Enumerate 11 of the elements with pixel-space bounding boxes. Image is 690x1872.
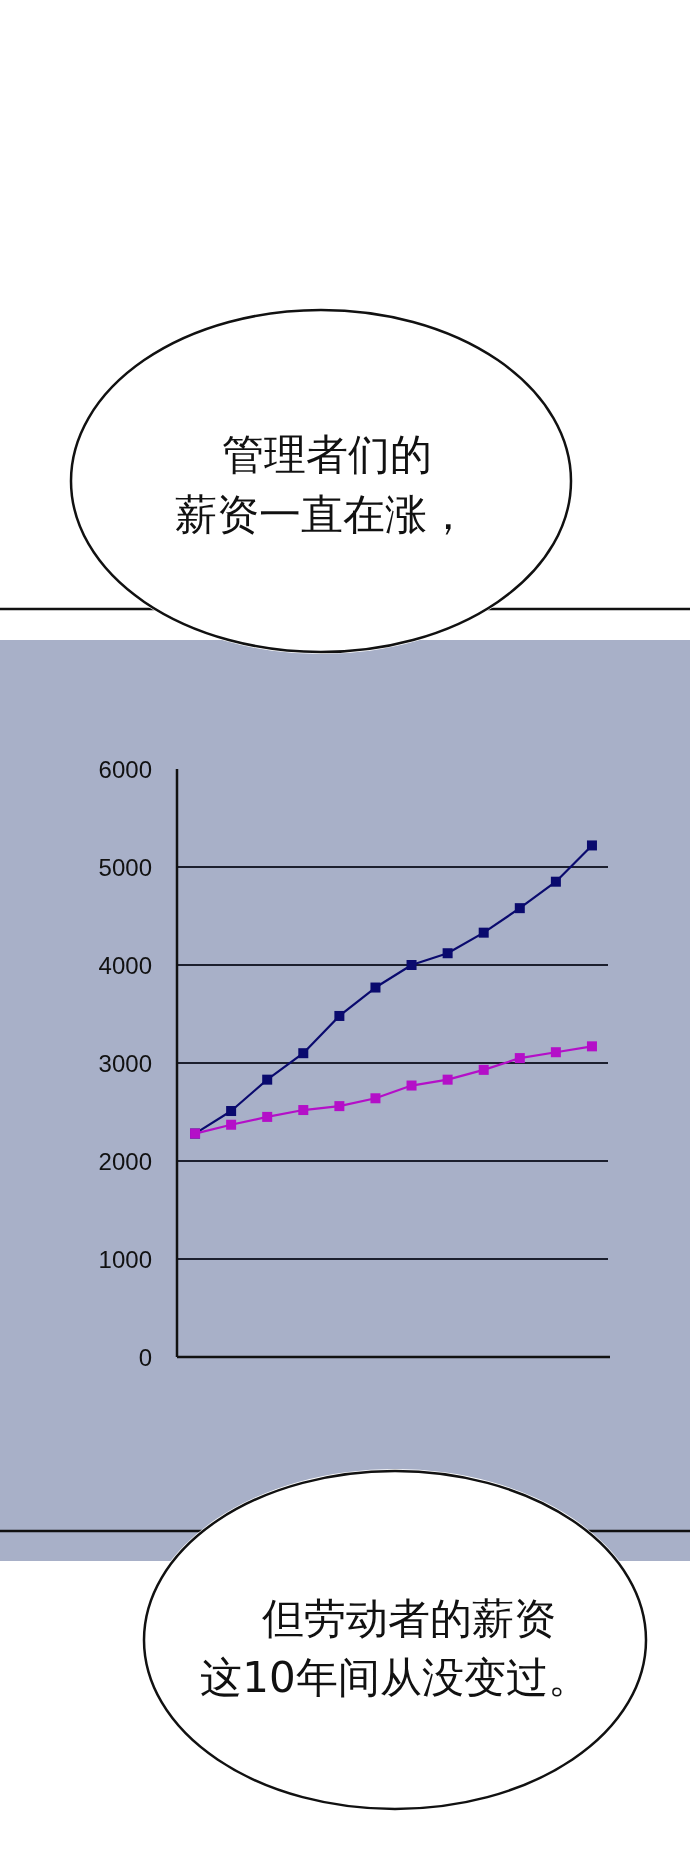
text: 这10年间从没变过。	[200, 1653, 590, 1702]
y-tick-label: 5000	[98, 853, 152, 881]
text: 管理者们的	[222, 430, 432, 479]
y-tick-label: 0	[138, 1343, 152, 1371]
text: 薪资一直在涨，	[175, 490, 469, 539]
y-tick-label: 1000	[98, 1245, 152, 1273]
y-tick-label: 3000	[98, 1049, 152, 1077]
y-tick-label: 6000	[98, 755, 152, 783]
text: 但劳动者的薪资	[262, 1594, 556, 1643]
y-tick-label: 2000	[98, 1147, 152, 1175]
y-tick-label: 4000	[98, 951, 152, 979]
